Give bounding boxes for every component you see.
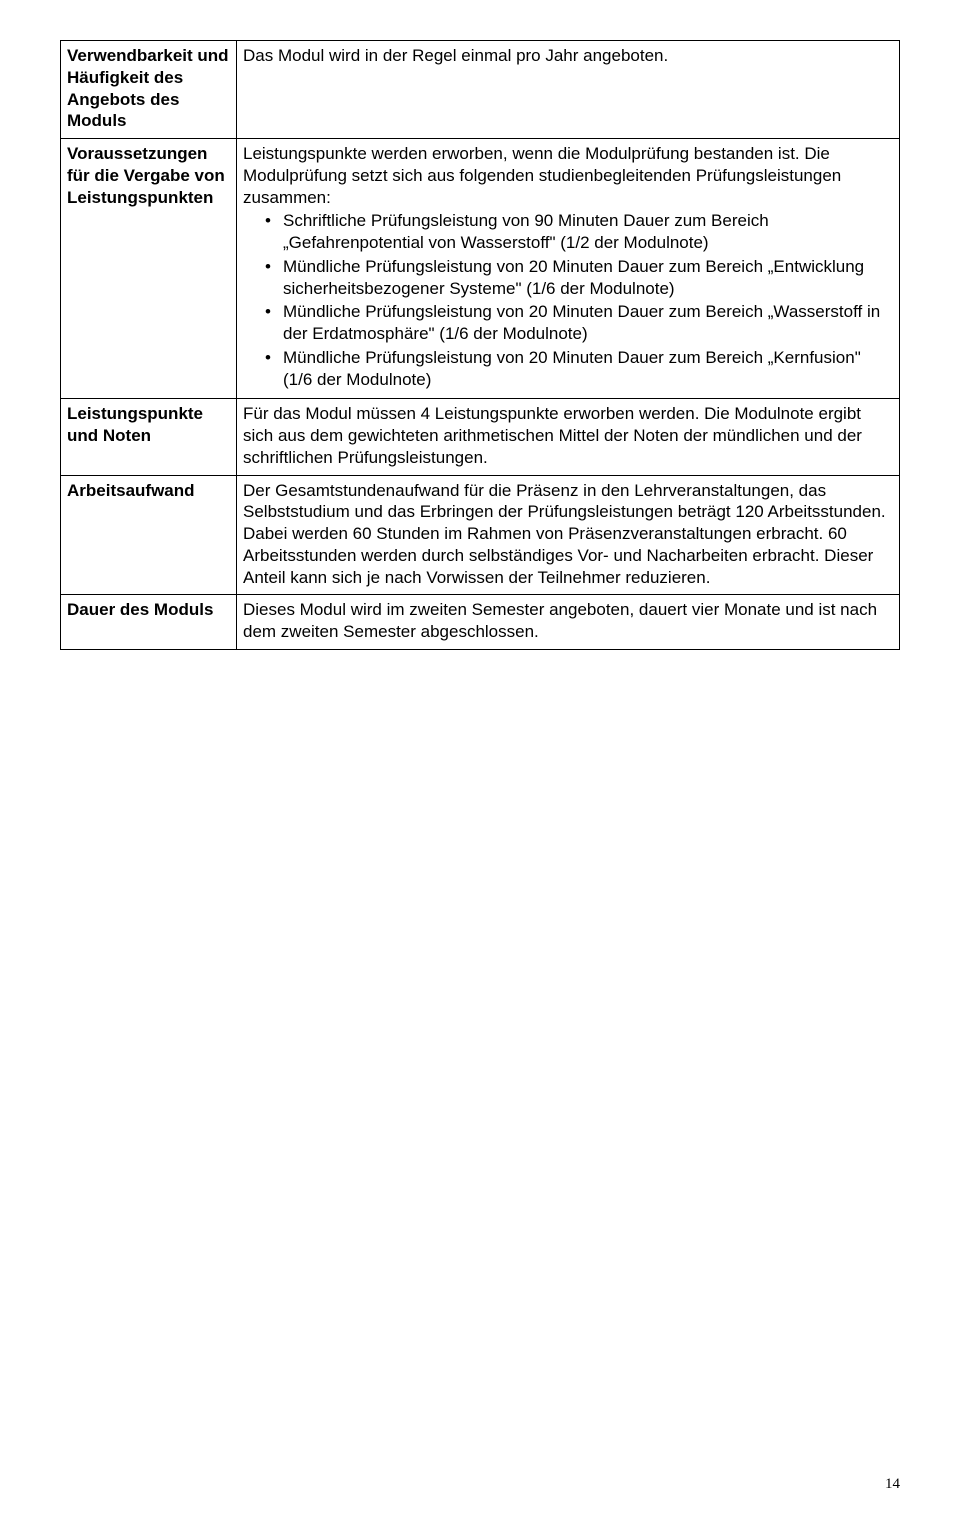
row-label-arbeitsaufwand: Arbeitsaufwand — [61, 475, 237, 595]
row-value-leistungspunkte: Für das Modul müssen 4 Leistungspunkte e… — [237, 399, 900, 475]
row-value-arbeitsaufwand: Der Gesamtstundenaufwand für die Präsenz… — [237, 475, 900, 595]
table-row: Verwendbarkeit und Häufigkeit des Angebo… — [61, 41, 900, 139]
page-number: 14 — [885, 1476, 900, 1493]
row-label-leistungspunkte: Leistungspunkte und Noten — [61, 399, 237, 475]
table-row: Voraussetzungen für die Vergabe von Leis… — [61, 139, 900, 399]
row-label-verwendbarkeit: Verwendbarkeit und Häufigkeit des Angebo… — [61, 41, 237, 139]
row-value-verwendbarkeit: Das Modul wird in der Regel einmal pro J… — [237, 41, 900, 139]
list-item: Mündliche Prüfungsleistung von 20 Minute… — [243, 256, 893, 300]
list-item: Mündliche Prüfungsleistung von 20 Minute… — [243, 301, 893, 345]
row-label-dauer: Dauer des Moduls — [61, 595, 237, 650]
module-description-table: Verwendbarkeit und Häufigkeit des Angebo… — [60, 40, 900, 650]
row-label-voraussetzungen: Voraussetzungen für die Vergabe von Leis… — [61, 139, 237, 399]
table-row: Arbeitsaufwand Der Gesamtstundenaufwand … — [61, 475, 900, 595]
list-item: Mündliche Prüfungsleistung von 20 Minute… — [243, 347, 893, 391]
table-row: Leistungspunkte und Noten Für das Modul … — [61, 399, 900, 475]
row-value-dauer: Dieses Modul wird im zweiten Semester an… — [237, 595, 900, 650]
table-row: Dauer des Moduls Dieses Modul wird im zw… — [61, 595, 900, 650]
list-item: Schriftliche Prüfungsleistung von 90 Min… — [243, 210, 893, 254]
row-value-voraussetzungen: Leistungspunkte werden erworben, wenn di… — [237, 139, 900, 399]
voraussetzungen-bullets: Schriftliche Prüfungsleistung von 90 Min… — [243, 210, 893, 390]
voraussetzungen-intro: Leistungspunkte werden erworben, wenn di… — [243, 143, 893, 208]
